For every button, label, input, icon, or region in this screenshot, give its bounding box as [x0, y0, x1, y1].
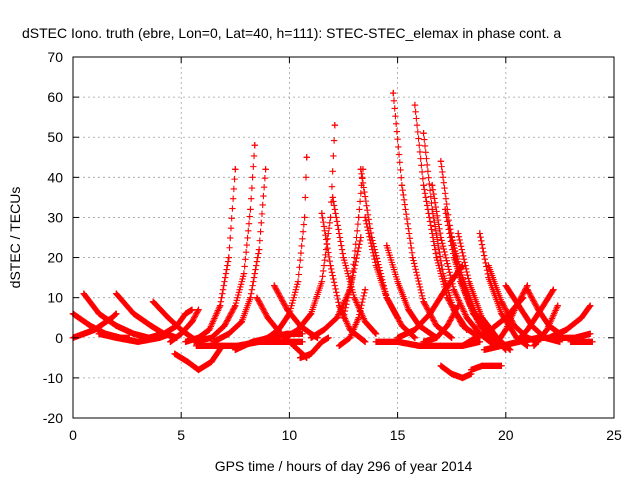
x-tick-label: 20 — [498, 427, 514, 443]
data-series — [210, 166, 269, 345]
y-tick-label: -20 — [43, 410, 63, 426]
data-series — [567, 338, 596, 345]
x-axis-label: GPS time / hours of day 296 of year 2014 — [215, 458, 473, 474]
data-series — [491, 282, 531, 349]
y-tick-label: -10 — [43, 370, 63, 386]
data-series — [556, 330, 594, 341]
data-series — [318, 210, 369, 345]
series-trace — [281, 121, 339, 341]
plot-frame — [72, 56, 615, 419]
series-trace — [437, 362, 475, 382]
data-series — [340, 166, 367, 321]
y-tick-label: 30 — [47, 209, 63, 225]
x-tick-label: 5 — [177, 427, 185, 443]
x-tick-label: 25 — [606, 427, 622, 443]
y-tick-label: 40 — [47, 169, 63, 185]
y-tick-label: 20 — [47, 250, 63, 266]
series-trace — [556, 330, 594, 341]
y-tick-label: 60 — [47, 89, 63, 105]
y-tick-label: 0 — [55, 330, 63, 346]
series-trace — [420, 130, 471, 333]
data-series — [167, 306, 202, 345]
data-series — [145, 306, 196, 341]
data-series — [545, 302, 594, 341]
series-trace — [335, 286, 369, 349]
series-trace — [318, 210, 369, 345]
data-series — [420, 302, 462, 345]
series-trace — [513, 286, 557, 345]
series-trace — [420, 302, 462, 345]
chart-title: dSTEC Iono. truth (ebre, Lon=0, Lat=40, … — [22, 25, 561, 41]
series-trace — [467, 362, 505, 374]
x-tick-label: 0 — [69, 427, 77, 443]
data-series — [530, 302, 561, 349]
series-trace — [530, 302, 561, 349]
series-trace — [190, 142, 258, 345]
y-axis: -20 -10 0 10 20 30 40 50 60 70 — [43, 49, 614, 426]
data-series — [467, 362, 505, 374]
x-tick-label: 10 — [282, 427, 298, 443]
y-tick-label: 10 — [47, 290, 63, 306]
series-trace — [361, 214, 401, 321]
series-trace — [567, 338, 596, 345]
series-trace — [171, 342, 226, 374]
series-trace — [340, 166, 367, 321]
data-series — [437, 362, 475, 382]
data-series — [190, 142, 258, 345]
y-tick-label: 70 — [47, 49, 63, 65]
series-trace — [390, 89, 455, 341]
data-series — [361, 214, 401, 321]
series-trace — [545, 302, 594, 341]
data-series — [281, 121, 339, 341]
x-tick-label: 15 — [390, 427, 406, 443]
y-tick-label: 50 — [47, 129, 63, 145]
grid — [73, 57, 614, 418]
data-series — [390, 89, 455, 341]
y-axis-label: dSTEC / TECUs — [7, 187, 23, 289]
data-layer — [69, 89, 596, 382]
data-series — [297, 334, 332, 362]
series-trace — [297, 334, 332, 362]
series-trace — [210, 166, 269, 345]
data-series — [335, 286, 369, 349]
series-trace — [329, 194, 380, 337]
x-axis: 0 5 10 15 20 25 — [69, 57, 622, 443]
data-series — [329, 194, 380, 337]
data-series — [171, 342, 226, 374]
series-trace — [167, 306, 202, 345]
series-trace — [80, 290, 152, 341]
data-series — [271, 282, 321, 341]
